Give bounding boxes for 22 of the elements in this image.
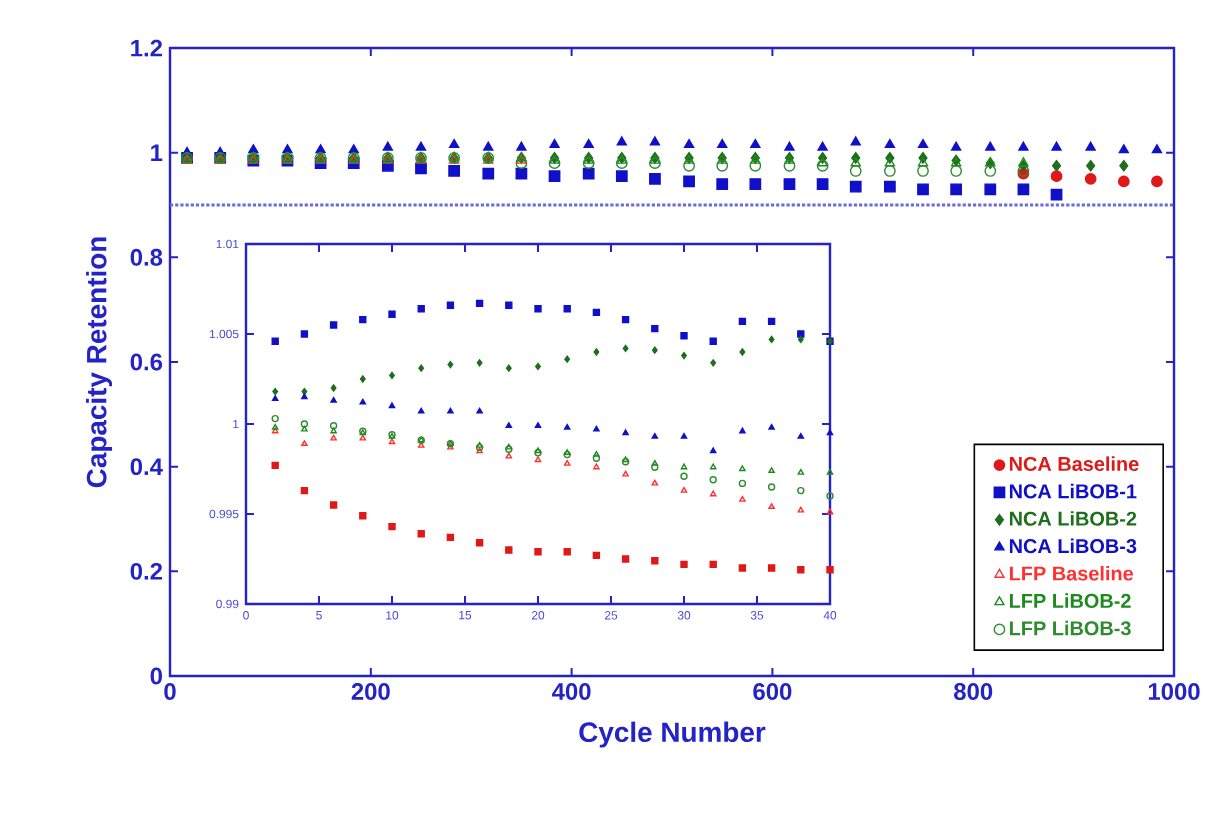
x-tick-label: 200 — [351, 683, 390, 700]
x-tick-label: 800 — [954, 683, 993, 700]
x-tick-label: 0 — [164, 683, 176, 700]
y-tick-label: 1.2 — [131, 39, 163, 57]
y-tick-label: 0.8 — [130, 248, 163, 266]
x-tick-label: 600 — [753, 683, 792, 700]
y-tick-label: 1 — [151, 144, 163, 161]
x-tick-label: 1000 — [1148, 683, 1200, 700]
y-tick-label: 0.6 — [130, 353, 163, 371]
x-tick-label: 400 — [552, 683, 591, 700]
legend-label: NCA Baseline — [1009, 456, 1139, 471]
legend-label: NCA LiBOB-2 — [1009, 511, 1137, 526]
legend-label: NCA LiBOB-3 — [1009, 538, 1137, 554]
legend-label: LFP Baseline — [1009, 565, 1134, 581]
legend-label: LFP LiBOB-2 — [1009, 593, 1131, 608]
x-axis-title: Cycle Number — [579, 721, 766, 748]
y-tick-label: 0.4 — [130, 458, 163, 476]
legend-label: NCA LiBOB-1 — [1009, 483, 1137, 499]
y-axis-title: Capacity Retention — [86, 237, 113, 488]
legend-label: LFP LiBOB-3 — [1009, 620, 1131, 636]
y-tick-label: 0 — [150, 667, 162, 685]
y-tick-label: 0.2 — [130, 562, 163, 580]
